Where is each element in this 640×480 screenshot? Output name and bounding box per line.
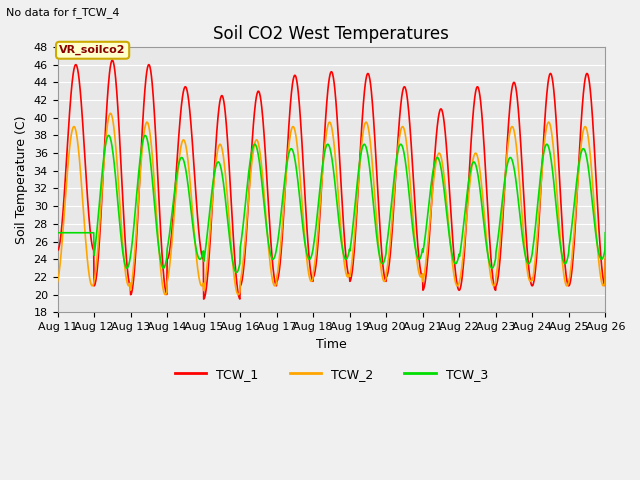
Title: Soil CO2 West Temperatures: Soil CO2 West Temperatures xyxy=(214,24,449,43)
Y-axis label: Soil Temperature (C): Soil Temperature (C) xyxy=(15,115,28,244)
Text: No data for f_TCW_4: No data for f_TCW_4 xyxy=(6,7,120,18)
Legend: TCW_1, TCW_2, TCW_3: TCW_1, TCW_2, TCW_3 xyxy=(170,363,493,386)
Text: VR_soilco2: VR_soilco2 xyxy=(60,45,126,55)
X-axis label: Time: Time xyxy=(316,337,347,351)
